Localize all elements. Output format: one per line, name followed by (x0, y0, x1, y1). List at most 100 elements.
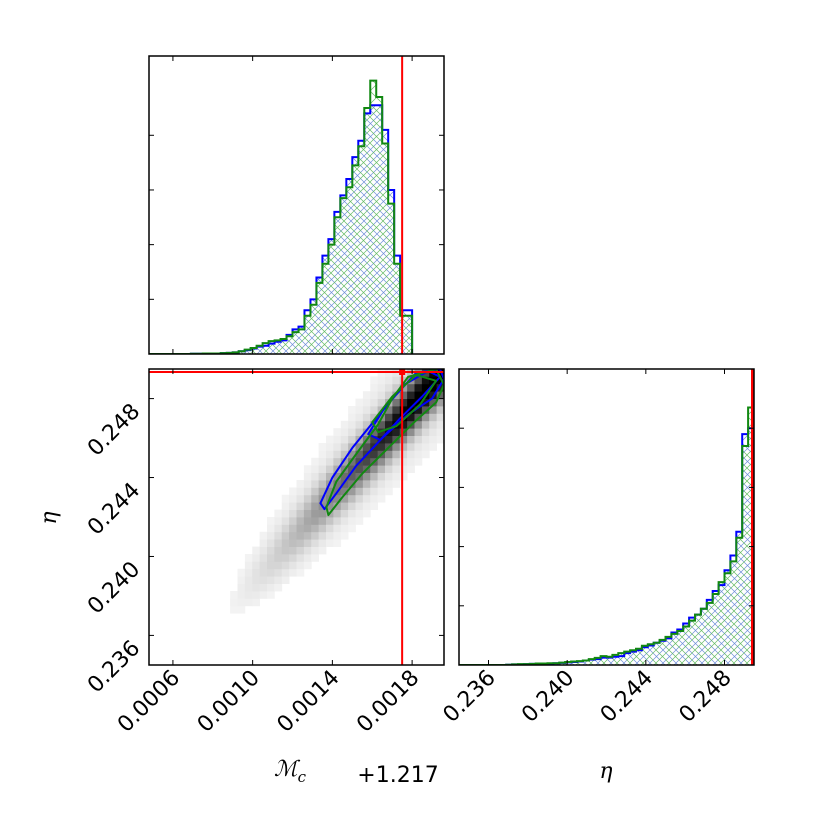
density-cell (362, 509, 371, 518)
density-cell (348, 420, 356, 429)
density-cell (244, 598, 253, 607)
density-cell (348, 450, 356, 459)
density-cell (303, 561, 312, 570)
contour-line (319, 369, 444, 511)
density-cell (355, 494, 364, 503)
density-cell (289, 539, 297, 547)
density-cell (436, 435, 444, 444)
density-cell (362, 428, 371, 436)
density-cell (414, 435, 423, 444)
density-cell (340, 443, 349, 451)
density-cell (303, 494, 312, 503)
marginal-eta-fill-green (459, 407, 754, 665)
density-cell (289, 502, 297, 510)
density-cell (318, 465, 327, 473)
density-cell (436, 413, 444, 422)
density-cell (362, 398, 371, 407)
density-cell (252, 576, 261, 584)
marginal-mc-panel (148, 55, 445, 355)
density-cell (407, 465, 415, 473)
density-cell (355, 406, 364, 414)
x-axis-label-eta: η (599, 759, 612, 784)
density-cell (429, 435, 438, 444)
x-tick-label-eta: 0.236 (439, 666, 501, 728)
joint-panel: 0.0006 0.0010 0.0014 0.0018 0.236 0.240 0.244 0… (83, 368, 445, 738)
density-cell (392, 428, 401, 436)
density-cell (252, 546, 261, 555)
density-cell (333, 428, 342, 436)
density-cell (230, 598, 238, 607)
density-cell (318, 457, 327, 466)
marginal-eta-frame (458, 368, 755, 666)
density-cell (399, 391, 408, 399)
density-cell (392, 398, 401, 407)
density-cell (303, 524, 312, 533)
density-cell (370, 383, 379, 392)
density-cell (340, 435, 349, 444)
density-cell (385, 420, 393, 429)
density-cell (377, 376, 386, 385)
density-cell (311, 480, 320, 488)
density-cell (362, 406, 371, 414)
marginal-mc-frame (148, 55, 445, 355)
density-cell (311, 554, 320, 562)
density-cell (399, 435, 408, 444)
density-cell (281, 561, 290, 570)
density-cell (267, 568, 275, 577)
density-cell (399, 406, 408, 414)
y-tick-label-eta: 0.248 (83, 399, 145, 461)
density-cell (303, 554, 312, 562)
density-cell (340, 524, 349, 533)
density-cell (274, 568, 283, 577)
x-tick-label-eta: 0.248 (675, 666, 737, 728)
density-cell (303, 517, 312, 525)
density-cell (289, 524, 297, 533)
density-cell (407, 413, 415, 422)
density-cell (333, 450, 342, 459)
density-cell (421, 443, 430, 451)
density-cell (348, 406, 356, 414)
density-cell (333, 435, 342, 444)
density-cell (289, 487, 297, 496)
density-cell (370, 391, 379, 399)
density-cell (414, 398, 423, 407)
density-cell (259, 583, 268, 592)
density-cell (326, 457, 334, 466)
density-cell (289, 554, 297, 562)
density-cell (421, 383, 430, 392)
density-cell (355, 420, 364, 429)
density-cell (414, 457, 423, 466)
density-cell (414, 443, 423, 451)
density-cell (407, 457, 415, 466)
density-cell (274, 561, 283, 570)
density-cell (281, 554, 290, 562)
density-cell (362, 480, 371, 488)
density-cell (303, 472, 312, 481)
density-cell (318, 472, 327, 481)
density-cell (421, 376, 430, 385)
contour-line (371, 373, 438, 434)
density-cell (296, 487, 305, 496)
density-cell (333, 494, 342, 503)
density-cell (355, 502, 364, 510)
density-cell (311, 465, 320, 473)
marginal-mc-histograms (149, 56, 414, 354)
density-cell (421, 413, 430, 422)
density-cell (259, 554, 268, 562)
marginal-mc-fill-green (149, 80, 413, 354)
density-cell (259, 561, 268, 570)
density-cell (392, 406, 401, 414)
density-cell (370, 465, 379, 473)
density-cell (252, 583, 261, 592)
density-cell (414, 376, 423, 385)
density-cell (326, 472, 334, 481)
density-cell (281, 494, 290, 503)
density-cell (267, 531, 275, 540)
density-cell (311, 472, 320, 481)
density-cell (362, 457, 371, 466)
density-cell (362, 472, 371, 481)
density-cell (303, 502, 312, 510)
density-cell (274, 524, 283, 533)
density-cell (281, 531, 290, 540)
